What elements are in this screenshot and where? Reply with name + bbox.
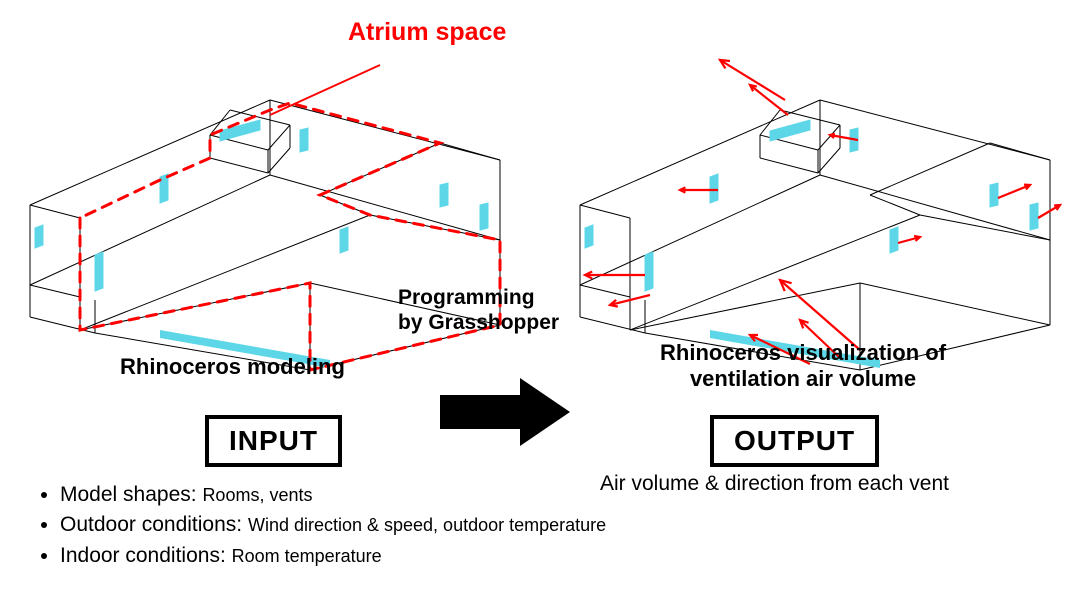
output-tag-box: OUTPUT [710,415,879,467]
bullet-2: Outdoor conditions: Wind direction & spe… [60,510,606,540]
bullet-2-label: Outdoor conditions: [60,513,242,536]
bullet-3-val: Room temperature [232,546,382,566]
atrium-label: Atrium space [348,18,506,47]
bullet-3-label: Indoor conditions: [60,544,226,567]
bullet-1-val: Rooms, vents [202,485,312,505]
output-sub: Air volume & direction from each vent [600,472,949,496]
bullet-3: Indoor conditions: Room temperature [60,541,606,571]
process-arrow [440,378,570,446]
bullet-2-val: Wind direction & speed, outdoor temperat… [248,515,606,535]
input-bullets: Model shapes: Rooms, vents Outdoor condi… [40,480,606,571]
output-title: Rhinoceros visualization of ventilation … [660,340,946,393]
input-title: Rhinoceros modeling [120,354,345,380]
bullet-1: Model shapes: Rooms, vents [60,480,606,510]
atrium-pointer-line [270,65,380,115]
bullet-1-label: Model shapes: [60,483,197,506]
right-building [580,60,1060,370]
diagram-root: Atrium space Programming by Grasshopper … [0,0,1080,600]
process-label: Programming by Grasshopper [398,285,559,335]
input-tag-box: INPUT [205,415,342,467]
